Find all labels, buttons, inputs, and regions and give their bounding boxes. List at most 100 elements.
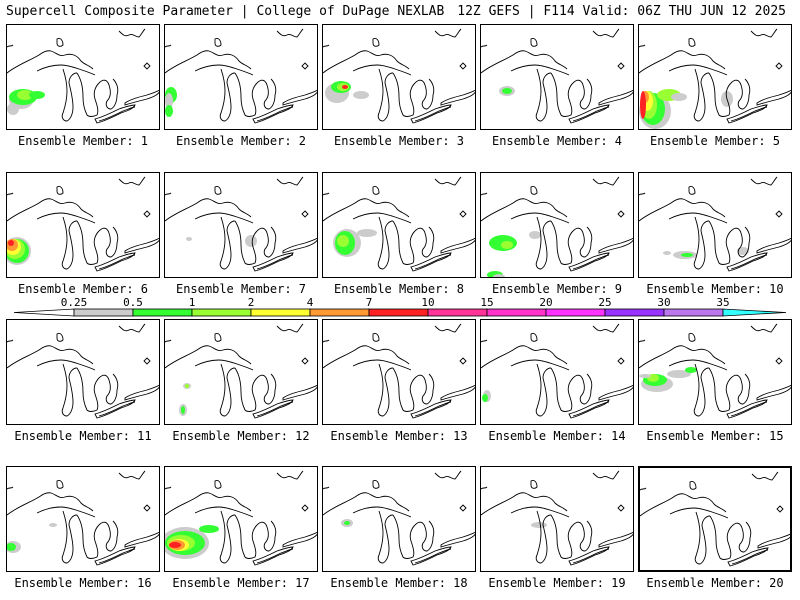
color-scale-legend: 0.25 0.5 1 2 4 7 10 15 20 25 30 35: [0, 296, 800, 322]
scale-segment: [604, 308, 665, 317]
member-label: Ensemble Member: 10: [646, 282, 784, 296]
member-map-panel[interactable]: [322, 319, 476, 425]
member-map-panel[interactable]: [6, 24, 160, 130]
member-map-svg: [639, 323, 791, 419]
coastline-outline: [7, 192, 14, 196]
coastline-outline: [709, 515, 733, 560]
scale-segment: [309, 308, 370, 317]
coastline-outline: [377, 363, 394, 417]
coastline-outline: [124, 531, 159, 548]
member-map-svg: [7, 176, 159, 272]
coastline-outline: [592, 470, 620, 480]
coastline-outline: [530, 333, 538, 342]
member-map-panel[interactable]: [480, 319, 634, 425]
member-map-panel[interactable]: [480, 466, 634, 572]
member-map-panel[interactable]: [164, 24, 318, 130]
coastline-outline: [410, 399, 452, 419]
coastline-outline: [530, 38, 538, 47]
coastline-outline: [372, 186, 380, 195]
member-map-panel[interactable]: [322, 172, 476, 278]
member-map-panel[interactable]: [6, 172, 160, 278]
scale-tick-label: 7: [366, 296, 373, 309]
member-map-svg: [639, 28, 791, 129]
scale-tick-label: 25: [598, 296, 611, 309]
coastline-outline: [165, 339, 172, 343]
coastline-outline: [219, 216, 236, 270]
scale-tick-label: 0.25: [61, 296, 88, 309]
member-map-panel[interactable]: [322, 466, 476, 572]
member-label: Ensemble Member: 7: [175, 282, 307, 296]
member-map-panel[interactable]: [638, 466, 792, 572]
coastline-outline: [530, 480, 538, 489]
scp-contour-area: [49, 523, 57, 527]
member-map-panel[interactable]: [6, 466, 160, 572]
coastline-outline: [535, 216, 552, 270]
coastline-outline: [731, 521, 752, 553]
coastline-outline: [377, 68, 394, 122]
coastline-outline: [751, 471, 779, 481]
coastline-outline: [530, 186, 538, 195]
coastline-outline: [94, 104, 136, 124]
coastline-outline: [669, 507, 729, 519]
coastline-outline: [459, 357, 467, 365]
coastline-outline: [256, 226, 277, 258]
coastline-outline: [323, 345, 410, 369]
coastline-outline: [568, 399, 610, 419]
coastline-outline: [572, 401, 610, 417]
member-map-panel[interactable]: [164, 172, 318, 278]
coastline-outline: [301, 210, 309, 218]
coastline-outline: [124, 89, 159, 106]
member-map-panel[interactable]: [638, 24, 792, 130]
coastline-outline: [727, 547, 769, 567]
scp-contour-area: [7, 103, 19, 115]
coastline-outline: [414, 548, 452, 564]
coastline-outline: [481, 345, 568, 369]
color-scale-bar: 0.25 0.5 1 2 4 7 10 15 20 25 30 35: [13, 296, 787, 317]
member-map-panel[interactable]: [638, 319, 792, 425]
member-map-panel[interactable]: [164, 466, 318, 572]
coastline-outline: [252, 252, 294, 272]
scale-segment: [191, 308, 252, 317]
coastline-outline: [592, 28, 620, 38]
member-label: Ensemble Member: 16: [14, 576, 152, 590]
member-map-panel[interactable]: [638, 172, 792, 278]
coastline-outline: [194, 212, 254, 224]
coastline-outline: [165, 492, 252, 516]
coastline-outline: [7, 492, 94, 516]
coastline-outline: [617, 210, 625, 218]
coastline-outline: [459, 504, 467, 512]
coastline-outline: [481, 192, 488, 196]
coastline-outline: [98, 520, 119, 552]
scp-contour-area: [640, 91, 646, 119]
member-map-panel[interactable]: [322, 24, 476, 130]
scale-segment: [722, 308, 787, 317]
scale-segment: [132, 308, 193, 317]
member-map-svg: [7, 28, 159, 124]
coastline-outline: [282, 384, 317, 401]
member-map-panel[interactable]: [164, 319, 318, 425]
coastline-outline: [256, 548, 294, 564]
coastline-outline: [61, 510, 78, 564]
coastline-outline: [568, 104, 610, 124]
coastline-outline: [550, 367, 574, 412]
member-map-panel[interactable]: [480, 172, 634, 278]
coastline-outline: [598, 237, 633, 254]
member-label: Ensemble Member: 9: [491, 282, 623, 296]
coastline-outline: [756, 384, 791, 401]
member-map-panel[interactable]: [480, 24, 634, 130]
member-label: Ensemble Member: 14: [488, 429, 626, 443]
coastline-outline: [440, 89, 475, 106]
coastline-outline: [323, 44, 330, 48]
coastline-outline: [639, 339, 646, 343]
coastline-outline: [693, 363, 710, 417]
coastline-outline: [750, 176, 778, 186]
coastline-outline: [165, 44, 172, 48]
coastline-outline: [410, 546, 452, 566]
coastline-outline: [756, 237, 791, 254]
coastline-outline: [708, 72, 732, 117]
coastline-outline: [414, 254, 452, 270]
scale-tick-label: 2: [248, 296, 255, 309]
member-map-panel[interactable]: [6, 319, 160, 425]
coastline-outline: [434, 28, 462, 38]
coastline-outline: [708, 367, 732, 412]
